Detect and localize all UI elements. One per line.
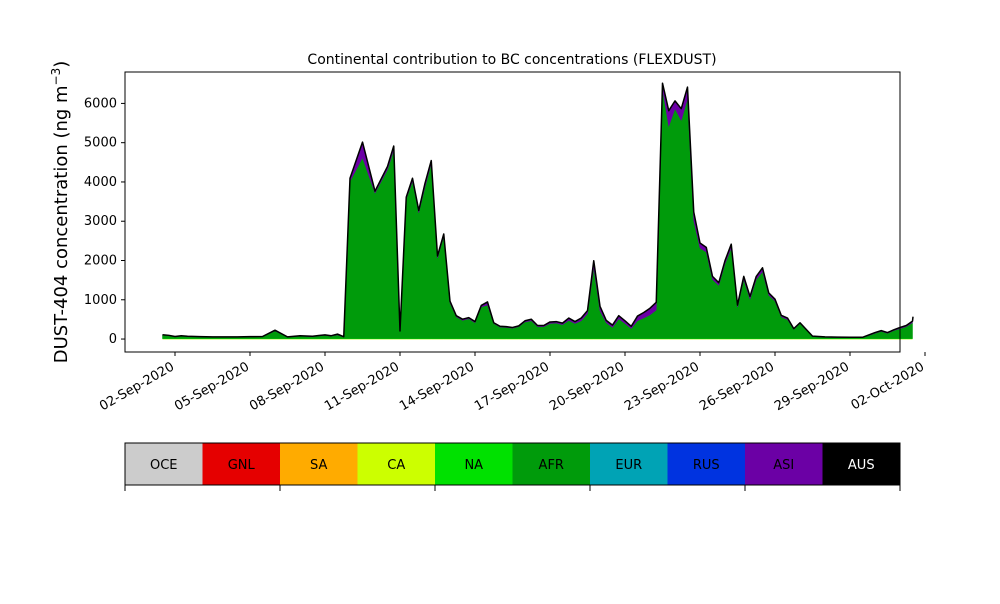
legend-label-rus: RUS: [693, 458, 720, 473]
y-axis-label-main: DUST-404 concentration (ng m: [51, 85, 72, 363]
legend-label-oce: OCE: [150, 458, 178, 473]
legend-label-asi: ASI: [773, 458, 794, 473]
legend-label-na: NA: [464, 458, 483, 473]
legend-label-eur: EUR: [615, 458, 642, 473]
legend-label-sa: SA: [310, 458, 327, 473]
y-axis-label-close: ): [51, 61, 72, 68]
y-tick-label: 3000: [84, 214, 117, 229]
y-tick-label: 5000: [84, 136, 117, 151]
legend-label-aus: AUS: [848, 458, 875, 473]
y-tick-label: 2000: [84, 253, 117, 268]
y-tick-label: 0: [109, 332, 117, 347]
y-axis-label: DUST-404 concentration (ng m−3): [49, 61, 72, 364]
chart-title: Continental contribution to BC concentra…: [307, 52, 716, 68]
y-tick-label: 6000: [84, 96, 117, 111]
legend-label-afr: AFR: [539, 458, 564, 473]
y-tick-label: 4000: [84, 175, 117, 190]
y-axis-label-exponent: −3: [49, 68, 63, 86]
y-tick-label: 1000: [84, 293, 117, 308]
legend-label-gnl: GNL: [228, 458, 256, 473]
legend-colorbar: OCE GNL SA CA NA AFR EUR RUS ASI AUS: [125, 443, 900, 491]
legend-label-ca: CA: [387, 458, 405, 473]
